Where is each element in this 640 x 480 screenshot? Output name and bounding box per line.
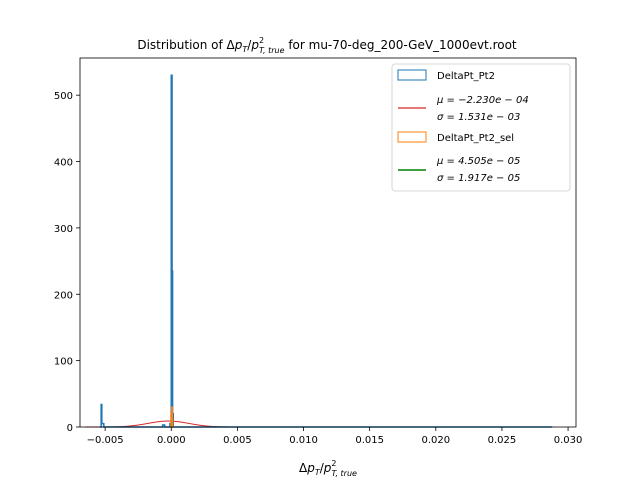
y-axis: 0 100 200 300 400 500 — [54, 91, 80, 434]
x-tick-label: −0.005 — [87, 435, 124, 446]
y-tick-label: 500 — [54, 91, 73, 102]
x-tick-label: 0.020 — [421, 435, 450, 446]
y-tick-label: 300 — [54, 224, 73, 235]
legend-fit-1-mu: μ = −2.230e − 04 — [436, 95, 529, 106]
legend-fit-2-sigma: σ = 1.917e − 05 — [437, 173, 520, 184]
legend-swatch-deltapt-pt2-sel — [397, 131, 427, 143]
x-tick-label: 0.015 — [355, 435, 384, 446]
y-tick-label: 100 — [54, 357, 73, 368]
legend-fit-2-mu: μ = 4.505e − 05 — [436, 156, 520, 167]
y-tick-label: 400 — [54, 158, 73, 169]
x-axis: −0.005 0.000 0.005 0.010 0.015 0.020 0.025 0.03… — [87, 427, 583, 446]
legend-swatch-deltapt-pt2 — [397, 69, 427, 81]
axes-frame — [79, 57, 577, 428]
histogram-series-2 — [170, 406, 174, 428]
legend-fit-1-sigma: σ = 1.531e − 03 — [437, 112, 520, 123]
x-axis-label: ΔpT/p2 T, true — [299, 459, 357, 478]
x-tick-label: 0.010 — [289, 435, 318, 446]
legend-label-deltapt-pt2: DeltaPt_Pt2 — [437, 71, 495, 82]
chart-title: Distribution of ΔpT/p2 T, true for mu-70-… — [137, 36, 517, 55]
legend: DeltaPt_Pt2 μ = −2.230e − 04 σ = 1.531e … — [391, 63, 571, 192]
y-tick-label: 0 — [67, 423, 73, 434]
x-tick-label: 0.005 — [223, 435, 252, 446]
x-tick-label: 0.030 — [554, 435, 583, 446]
x-tick-label: 0.000 — [157, 435, 186, 446]
x-tick-label: 0.025 — [488, 435, 517, 446]
y-tick-label: 200 — [54, 290, 73, 301]
legend-label-deltapt-pt2-sel: DeltaPt_Pt2_sel — [437, 133, 514, 144]
legend-box — [391, 63, 571, 192]
